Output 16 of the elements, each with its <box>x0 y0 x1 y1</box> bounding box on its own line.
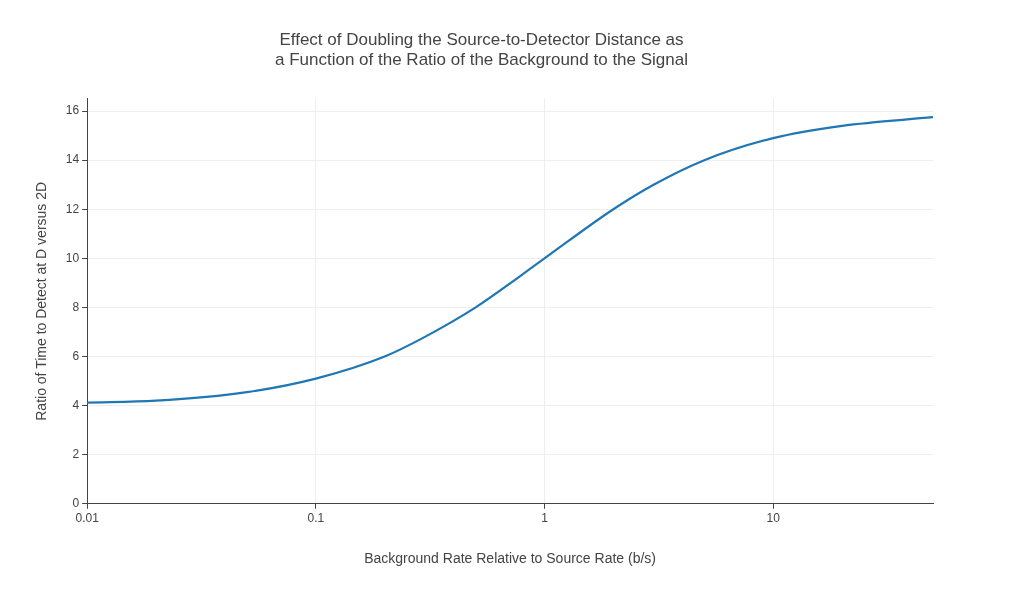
chart-title: Effect of Doubling the Source-to-Detector Distance as a Function of the Ratio of the Background to the Signal <box>275 29 688 70</box>
y-tick-label: 0 <box>72 496 80 511</box>
y-tick-label: 14 <box>65 152 80 167</box>
y-axis-title: Ratio of Time to Detect at D versus 2D <box>33 181 50 421</box>
y-tick-label: 2 <box>72 447 80 462</box>
y-tick-label: 10 <box>65 250 80 265</box>
y-tick-label: 8 <box>72 299 80 314</box>
x-tick-label: 10 <box>766 511 781 526</box>
y-tick-label: 12 <box>65 201 80 216</box>
x-tick-label: 1 <box>541 511 549 526</box>
y-tick-label: 6 <box>72 348 80 363</box>
x-tick-label: 0.1 <box>307 511 325 526</box>
y-tick-label: 4 <box>72 397 80 412</box>
x-tick-label: 0.01 <box>75 511 100 526</box>
x-axis-title: Background Rate Relative to Source Rate (b/s) <box>364 550 656 567</box>
y-tick-label: 16 <box>65 103 80 118</box>
